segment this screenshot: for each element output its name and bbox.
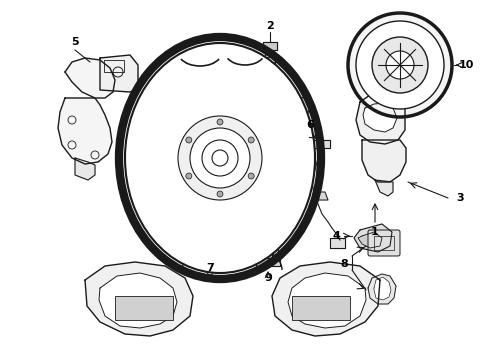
Circle shape bbox=[248, 137, 254, 143]
Circle shape bbox=[372, 37, 428, 93]
Polygon shape bbox=[375, 180, 393, 196]
Text: 1: 1 bbox=[371, 227, 379, 237]
Text: 8: 8 bbox=[340, 259, 348, 269]
Circle shape bbox=[186, 137, 192, 143]
Text: 2: 2 bbox=[266, 21, 274, 31]
Ellipse shape bbox=[125, 43, 315, 273]
Bar bbox=[292, 296, 350, 320]
Circle shape bbox=[178, 116, 262, 200]
Polygon shape bbox=[272, 240, 278, 258]
Polygon shape bbox=[263, 42, 277, 50]
Polygon shape bbox=[368, 274, 396, 304]
Circle shape bbox=[356, 21, 444, 109]
Polygon shape bbox=[85, 262, 193, 336]
Text: 4: 4 bbox=[332, 231, 340, 241]
Polygon shape bbox=[358, 232, 382, 248]
Polygon shape bbox=[200, 233, 240, 270]
Text: 6: 6 bbox=[306, 120, 314, 130]
Polygon shape bbox=[315, 192, 328, 200]
Polygon shape bbox=[374, 277, 391, 300]
Bar bbox=[115, 296, 173, 320]
Text: 9: 9 bbox=[264, 273, 272, 283]
Polygon shape bbox=[362, 140, 406, 182]
Circle shape bbox=[190, 128, 250, 188]
Text: 10: 10 bbox=[458, 60, 474, 70]
Circle shape bbox=[186, 173, 192, 179]
Polygon shape bbox=[272, 262, 380, 336]
Polygon shape bbox=[58, 98, 112, 164]
Polygon shape bbox=[288, 273, 366, 328]
Circle shape bbox=[248, 173, 254, 179]
Circle shape bbox=[217, 191, 223, 197]
Circle shape bbox=[348, 13, 452, 117]
Circle shape bbox=[386, 51, 414, 79]
Bar bbox=[104, 60, 124, 72]
Polygon shape bbox=[354, 224, 392, 252]
Polygon shape bbox=[100, 55, 138, 92]
Polygon shape bbox=[99, 273, 177, 328]
Polygon shape bbox=[256, 258, 280, 266]
Polygon shape bbox=[363, 103, 397, 132]
Text: 5: 5 bbox=[71, 37, 79, 47]
Polygon shape bbox=[272, 96, 310, 130]
Polygon shape bbox=[258, 240, 264, 258]
Circle shape bbox=[217, 119, 223, 125]
Polygon shape bbox=[75, 158, 95, 180]
Polygon shape bbox=[330, 238, 345, 248]
Polygon shape bbox=[310, 140, 330, 148]
Polygon shape bbox=[356, 93, 405, 144]
Bar bbox=[374, 236, 394, 250]
Polygon shape bbox=[65, 58, 115, 98]
Text: 3: 3 bbox=[456, 193, 464, 203]
Text: 7: 7 bbox=[206, 263, 214, 273]
FancyBboxPatch shape bbox=[368, 230, 400, 256]
